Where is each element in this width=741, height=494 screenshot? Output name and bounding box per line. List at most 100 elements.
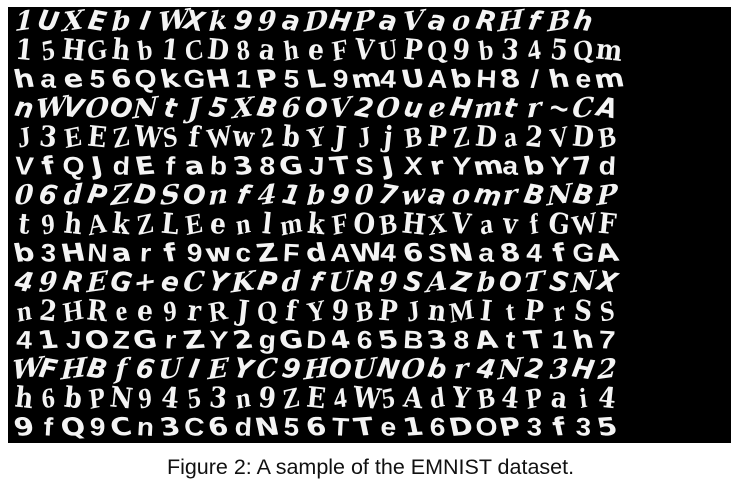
handwritten-character: 9 (451, 33, 472, 68)
handwritten-character: V (353, 33, 376, 68)
handwritten-character: r (502, 179, 518, 212)
handwritten-character: A (593, 238, 622, 269)
handwritten-character: E (183, 206, 205, 242)
handwritten-character: a (548, 381, 569, 416)
handwritten-character: J (332, 120, 348, 155)
handwritten-character: M (448, 292, 476, 330)
handwritten-character: 5 (548, 33, 569, 68)
handwritten-character: J (404, 294, 421, 328)
handwritten-character: B (378, 206, 399, 242)
handwritten-character: B (475, 380, 497, 416)
handwritten-character: F (330, 32, 350, 68)
handwritten-character: A (85, 206, 108, 242)
handwritten-character: H (302, 352, 330, 387)
handwritten-character: 4 (499, 381, 521, 416)
handwritten-character: 2 (597, 353, 618, 386)
handwritten-character: b (475, 266, 496, 299)
handwritten-character: S (159, 179, 181, 212)
handwritten-character: + (133, 265, 158, 300)
handwritten-character: P (596, 178, 619, 213)
handwritten-character: 4 (159, 381, 181, 416)
handwritten-character: a (477, 207, 494, 241)
handwritten-character: S (598, 293, 617, 329)
handwritten-character: F (330, 206, 350, 242)
handwritten-character: f (187, 120, 202, 155)
handwritten-character: j (382, 120, 395, 155)
handwritten-character: n (233, 206, 252, 242)
handwritten-character: D (303, 7, 329, 39)
handwritten-character: 3 (548, 353, 569, 386)
handwritten-character: Q (425, 32, 449, 68)
handwritten-character: H (60, 293, 85, 329)
handwritten-character: e (136, 294, 156, 329)
handwritten-character: 9 (256, 381, 278, 416)
handwritten-character: J (187, 92, 202, 125)
handwritten-character: d (428, 380, 446, 416)
handwritten-character: G (546, 207, 571, 242)
handwritten-character: t (16, 207, 32, 242)
handwritten-character: k (305, 207, 326, 242)
handwritten-character: w (230, 120, 256, 155)
handwritten-character: O (400, 352, 426, 387)
handwritten-character: b (62, 381, 84, 416)
handwritten-character: R (207, 293, 230, 329)
handwritten-character: r (453, 353, 470, 386)
handwritten-character: 3 (38, 120, 59, 155)
handwritten-character: H (59, 33, 87, 68)
handwritten-character: i (577, 381, 589, 415)
handwritten-character: 4 (526, 33, 543, 67)
handwritten-character: Y (304, 293, 327, 329)
handwritten-character: 4 (596, 381, 618, 416)
handwritten-character: r (186, 294, 203, 329)
handwritten-character: N (497, 352, 524, 387)
figure-caption: Figure 2: A sample of the EMNIST dataset… (166, 455, 575, 479)
handwritten-character: l (260, 207, 274, 242)
handwritten-character: 6 (281, 92, 302, 125)
handwritten-character: N (108, 381, 135, 416)
handwritten-character: S (161, 119, 179, 155)
handwritten-character: f (284, 294, 299, 329)
handwritten-character: e (427, 92, 447, 125)
handwritten-character: H (497, 7, 525, 39)
handwritten-character: D (473, 120, 499, 155)
handwritten-character: n (233, 380, 252, 416)
handwritten-character: 7 (597, 325, 618, 355)
handwritten-character: n (15, 293, 33, 329)
handwritten-character: 1 (13, 33, 35, 68)
handwritten-character: h (62, 207, 84, 242)
handwritten-character: E (62, 119, 83, 155)
handwritten-character: f (528, 207, 541, 241)
handwritten-character: T (523, 265, 546, 300)
handwritten-character: P (524, 380, 544, 416)
handwritten-character: 3 (208, 381, 229, 416)
handwritten-character: 5 (186, 381, 203, 415)
handwritten-character: 6 (40, 381, 57, 415)
handwritten-character: 2 (38, 294, 59, 329)
handwritten-character: W (132, 120, 164, 156)
handwritten-character: 4 (331, 381, 349, 415)
handwritten-character: h (282, 32, 301, 68)
handwritten-character: Z (281, 380, 302, 416)
handwritten-character: b (281, 120, 302, 155)
handwritten-character: P (377, 294, 400, 329)
handwritten-character: 9 (137, 381, 154, 415)
handwritten-character: C (182, 265, 206, 300)
handwritten-character: n (426, 294, 448, 329)
handwritten-character: Z (135, 206, 156, 242)
handwritten-character: P (401, 33, 424, 68)
handwritten-character: 2 (258, 120, 276, 154)
handwritten-character: 2 (524, 120, 545, 155)
handwritten-character: V (401, 7, 425, 39)
handwritten-character: e (306, 33, 326, 68)
handwritten-character: 1 (14, 7, 35, 38)
handwritten-character: m (594, 33, 625, 69)
handwritten-character: W (569, 205, 599, 243)
handwritten-character: A (426, 265, 449, 300)
handwritten-character: O (351, 207, 377, 242)
handwritten-character: P (87, 380, 107, 416)
